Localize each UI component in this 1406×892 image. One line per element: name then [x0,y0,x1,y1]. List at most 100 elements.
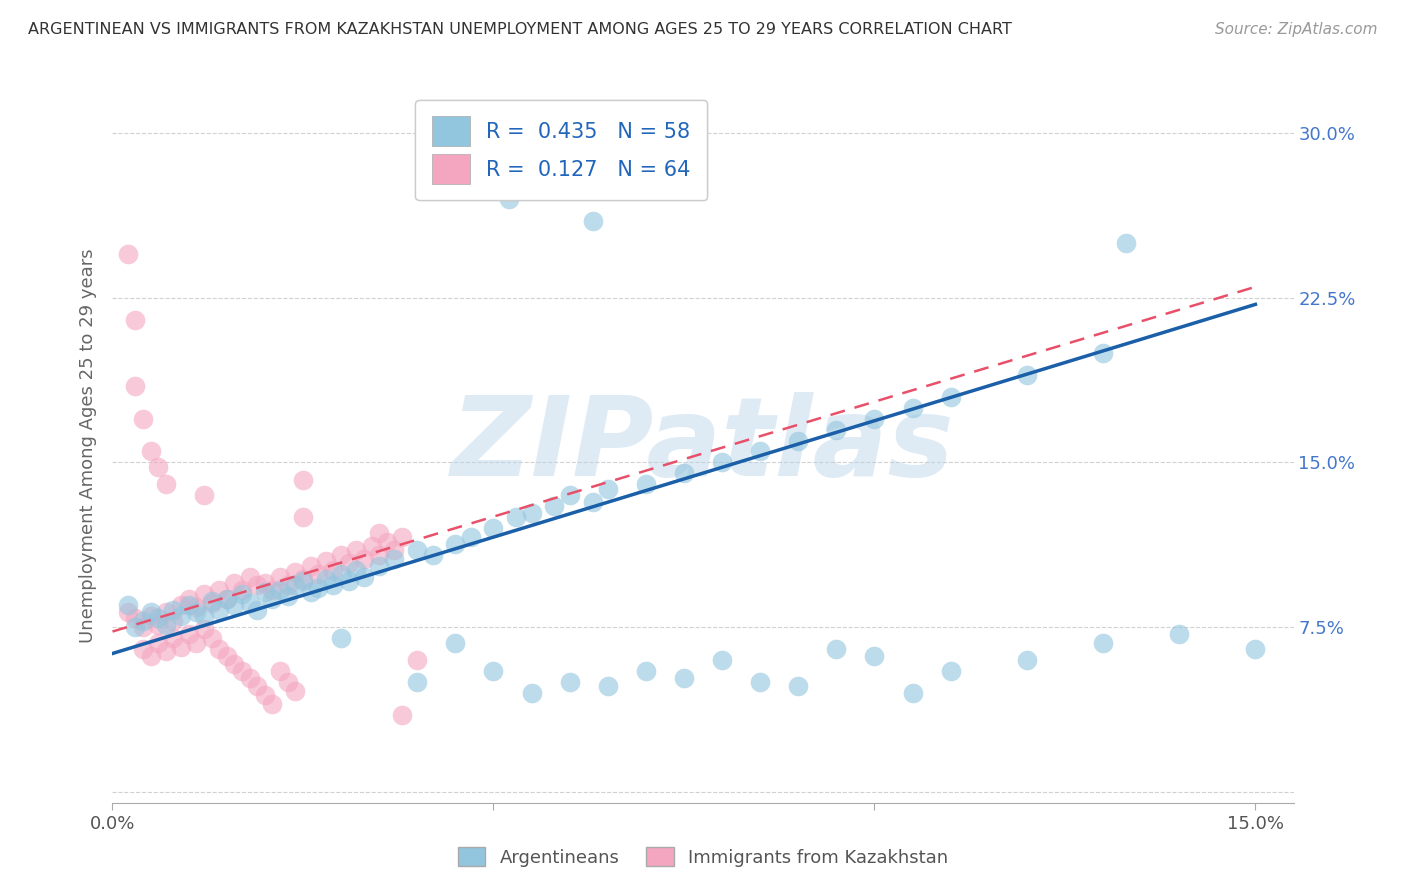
Point [139,609,162,624]
Point [246,680,269,694]
Point [139,605,162,619]
Point [200,631,222,645]
Point [170,598,193,612]
Point [170,640,193,654]
Point [291,473,314,487]
Point [406,543,429,558]
Point [1092,635,1115,649]
Point [1115,235,1137,250]
Point [117,598,139,612]
Point [384,543,406,558]
Point [307,581,329,595]
Point [148,618,170,632]
Point [177,626,200,640]
Point [284,683,307,698]
Point [482,521,505,535]
Point [634,664,657,678]
Point [208,642,231,657]
Point [825,423,848,437]
Point [825,642,848,657]
Point [117,605,139,619]
Point [262,591,284,606]
Point [384,552,406,566]
Point [520,686,543,700]
Point [200,594,222,608]
Point [124,620,146,634]
Point [162,602,184,616]
Point [749,675,772,690]
Point [148,459,170,474]
Point [322,563,344,577]
Point [117,247,139,261]
Point [193,587,215,601]
Point [581,214,603,228]
Point [186,605,208,619]
Point [520,506,543,520]
Point [558,675,581,690]
Point [901,401,924,415]
Point [208,582,231,597]
Point [124,611,146,625]
Point [1168,626,1191,640]
Point [155,477,177,491]
Point [368,548,391,562]
Point [337,574,360,588]
Point [498,192,520,206]
Point [231,587,253,601]
Point [155,644,177,658]
Point [344,543,367,558]
Point [162,631,184,645]
Point [277,675,299,690]
Point [299,558,322,573]
Point [353,552,375,566]
Point [224,657,246,672]
Legend: R =  0.435   N = 58, R =  0.127   N = 64: R = 0.435 N = 58, R = 0.127 N = 64 [415,100,707,200]
Point [177,591,200,606]
Point [315,554,337,568]
Point [391,530,413,544]
Point [193,609,215,624]
Point [444,635,467,649]
Point [672,671,695,685]
Point [246,602,269,616]
Point [177,598,200,612]
Point [215,591,238,606]
Point [344,563,367,577]
Point [155,618,177,632]
Point [315,572,337,586]
Point [284,566,307,580]
Point [132,411,155,425]
Point [406,653,429,667]
Point [863,648,886,663]
Point [558,488,581,502]
Point [139,444,162,458]
Point [787,434,810,448]
Text: Source: ZipAtlas.com: Source: ZipAtlas.com [1215,22,1378,37]
Point [368,525,391,540]
Point [711,455,734,469]
Point [239,596,262,610]
Point [132,614,155,628]
Point [239,671,262,685]
Point [291,572,314,586]
Point [215,648,238,663]
Point [231,664,253,678]
Point [307,567,329,582]
Point [253,688,276,702]
Point [672,467,695,481]
Point [1015,653,1038,667]
Point [124,312,146,326]
Point [368,558,391,573]
Point [148,635,170,649]
Point [284,578,307,592]
Point [1244,642,1267,657]
Point [124,378,146,392]
Text: ZIPatlas: ZIPatlas [451,392,955,500]
Point [330,567,353,582]
Point [269,569,291,583]
Point [224,576,246,591]
Point [406,675,429,690]
Point [543,169,565,184]
Point [749,444,772,458]
Point [787,680,810,694]
